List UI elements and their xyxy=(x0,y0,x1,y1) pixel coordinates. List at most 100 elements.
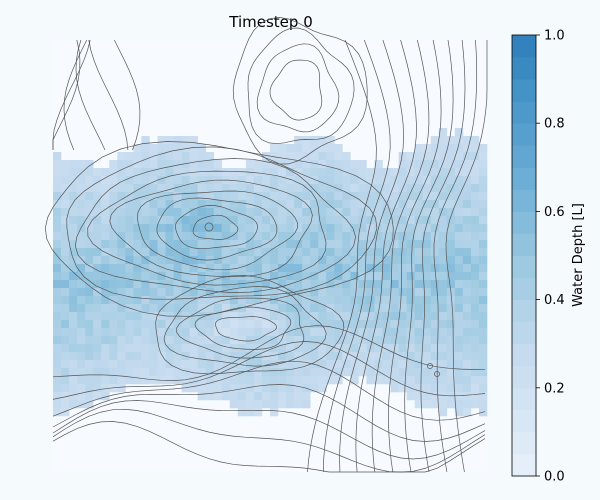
depth-cell xyxy=(342,296,351,305)
depth-cell xyxy=(422,168,432,177)
depth-cell xyxy=(77,392,86,401)
depth-cell xyxy=(326,184,335,193)
depth-cell xyxy=(398,192,407,201)
depth-cell xyxy=(326,144,335,153)
depth-cell xyxy=(462,312,472,321)
depth-cell xyxy=(342,264,351,273)
depth-cell xyxy=(462,168,472,177)
depth-cell xyxy=(414,392,424,401)
depth-cell xyxy=(350,304,359,313)
depth-cell xyxy=(261,240,271,249)
depth-cell xyxy=(382,208,391,217)
depth-cell xyxy=(109,312,118,321)
depth-cell xyxy=(229,168,239,177)
depth-cell xyxy=(77,304,86,313)
depth-cell xyxy=(310,136,319,145)
depth-cell xyxy=(117,312,126,321)
depth-cell xyxy=(374,232,383,241)
depth-cell xyxy=(406,288,415,297)
colorbar-bin xyxy=(512,57,536,80)
depth-cell xyxy=(117,240,126,249)
depth-cell xyxy=(294,400,303,409)
depth-cell xyxy=(470,240,480,249)
depth-cell xyxy=(133,264,142,273)
depth-cell xyxy=(69,344,78,353)
depth-cell xyxy=(133,296,142,305)
depth-cell xyxy=(278,272,287,281)
contour-line xyxy=(355,39,417,473)
depth-cell xyxy=(101,200,110,209)
depth-cell xyxy=(430,376,440,385)
depth-cell xyxy=(69,384,78,393)
depth-cell xyxy=(406,208,415,217)
depth-cell xyxy=(117,384,126,393)
depth-cell xyxy=(414,384,424,393)
depth-cell xyxy=(205,328,215,337)
depth-cell xyxy=(181,208,190,217)
depth-cell xyxy=(454,168,464,177)
depth-cell xyxy=(382,176,391,185)
depth-cell xyxy=(149,328,158,337)
depth-cell xyxy=(261,304,271,313)
depth-cell xyxy=(422,200,432,209)
depth-cell xyxy=(438,264,448,273)
depth-cell xyxy=(302,352,311,361)
depth-cell xyxy=(85,344,94,353)
depth-cell xyxy=(125,200,134,209)
depth-cell xyxy=(149,200,158,209)
depth-cell xyxy=(141,208,150,217)
depth-cell xyxy=(109,256,118,265)
depth-cell xyxy=(278,352,287,361)
depth-cell xyxy=(438,232,448,241)
depth-cell xyxy=(286,304,295,313)
depth-cell xyxy=(422,392,432,401)
depth-cell xyxy=(69,400,78,409)
depth-cell xyxy=(390,280,399,289)
depth-cell xyxy=(213,312,223,321)
depth-cell xyxy=(470,144,480,153)
depth-cell xyxy=(326,264,335,273)
depth-cell xyxy=(237,208,247,217)
depth-cell xyxy=(205,224,215,233)
depth-cell xyxy=(181,264,190,273)
depth-cell xyxy=(406,224,415,233)
depth-cell xyxy=(133,224,142,233)
depth-cell xyxy=(85,160,94,169)
depth-cell xyxy=(334,264,343,273)
depth-cell xyxy=(197,328,207,337)
depth-cell xyxy=(422,240,432,249)
depth-cell xyxy=(165,200,174,209)
depth-cell xyxy=(438,192,448,201)
depth-cell xyxy=(350,224,359,233)
depth-cell xyxy=(109,376,118,385)
depth-cell xyxy=(117,224,126,233)
depth-cell xyxy=(53,152,62,161)
depth-cell xyxy=(261,216,271,225)
depth-cell xyxy=(173,368,182,377)
depth-cell xyxy=(77,328,86,337)
depth-cell xyxy=(270,384,279,393)
depth-cell xyxy=(77,216,86,225)
depth-cell xyxy=(205,200,215,209)
depth-cell xyxy=(157,248,166,257)
depth-cell xyxy=(237,264,247,273)
depth-cell xyxy=(470,320,480,329)
depth-cell xyxy=(69,272,78,281)
depth-cell xyxy=(157,360,166,369)
depth-cell xyxy=(382,216,391,225)
depth-cell xyxy=(85,208,94,217)
depth-cell xyxy=(261,192,271,201)
depth-cell xyxy=(470,328,480,337)
depth-cell xyxy=(197,344,207,353)
depth-cell xyxy=(478,368,488,377)
depth-cell xyxy=(278,232,287,241)
depth-cell xyxy=(470,376,480,385)
depth-cell xyxy=(398,176,407,185)
depth-cell xyxy=(278,192,287,201)
depth-cell xyxy=(358,240,367,249)
depth-cell xyxy=(358,328,367,337)
colorbar-bins xyxy=(512,35,536,477)
depth-cell xyxy=(205,184,215,193)
depth-cell xyxy=(350,192,359,201)
depth-cell xyxy=(53,168,62,177)
